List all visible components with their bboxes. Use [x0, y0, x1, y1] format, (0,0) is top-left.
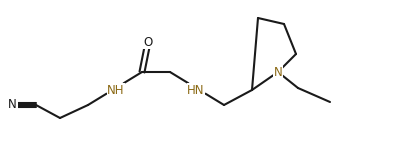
Text: HN: HN	[187, 84, 205, 97]
Text: N: N	[8, 98, 17, 112]
Text: NH: NH	[107, 84, 125, 97]
Text: O: O	[143, 36, 152, 48]
Text: N: N	[274, 66, 282, 78]
